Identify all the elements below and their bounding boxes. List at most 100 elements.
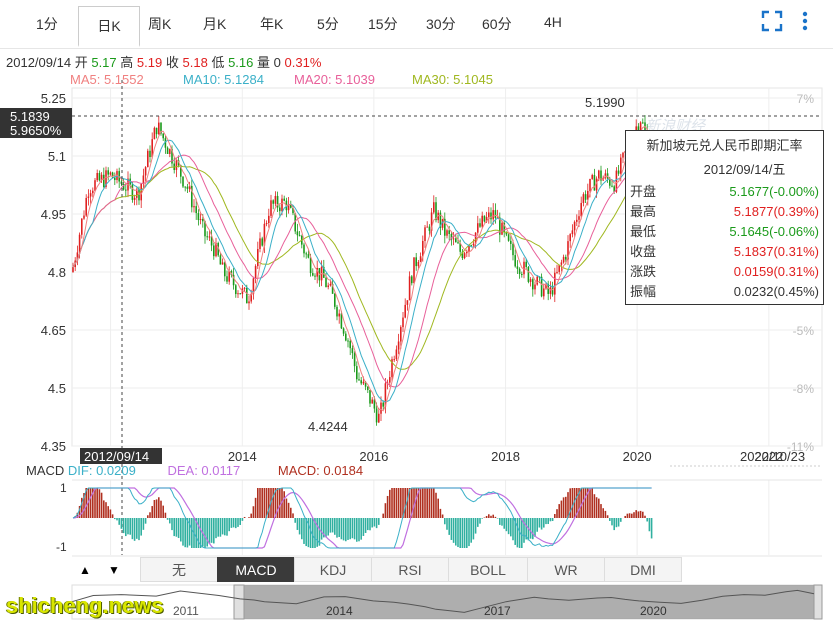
candle-body (446, 230, 448, 236)
more-menu-icon[interactable] (798, 10, 812, 38)
tab-60min[interactable]: 60分 (482, 16, 512, 32)
ma5-legend: MA5: 5.1552 (70, 72, 144, 87)
candle-body (272, 200, 274, 204)
candle-body (254, 266, 257, 279)
time-navigator[interactable]: 2011 2014 2017 2020 (0, 583, 833, 623)
macd-bar (237, 518, 239, 527)
candle-body (111, 172, 114, 178)
macd-bar (125, 518, 127, 537)
macd-bar (217, 518, 219, 537)
candle-body (536, 276, 538, 285)
macd-bar (626, 513, 629, 518)
info-close: 5.18 (182, 55, 208, 70)
candle-body (540, 276, 543, 297)
candle-body (560, 262, 563, 265)
indicator-dmi[interactable]: DMI (604, 557, 682, 582)
macd-bar (499, 518, 501, 525)
macd-bar (195, 518, 197, 548)
macd-bar (567, 492, 569, 518)
navigator-window[interactable] (244, 585, 814, 619)
indicator-rsi[interactable]: RSI (371, 557, 449, 582)
scroll-up-arrow[interactable]: ▲ (79, 563, 91, 577)
candle-body (578, 216, 580, 220)
macd-bar (485, 515, 488, 518)
macd-bar (551, 518, 554, 522)
candle-body (100, 174, 103, 181)
candle-body (243, 287, 246, 289)
macd-bar (252, 506, 255, 518)
indicator-macd[interactable]: MACD (217, 557, 295, 582)
macd-bar (389, 489, 391, 518)
candle-body (620, 157, 622, 174)
candle-body (144, 167, 147, 176)
candle-body (184, 186, 186, 188)
tab-yearly-k[interactable]: 年K (260, 16, 284, 32)
tab-daily-k[interactable]: 日K (78, 6, 140, 47)
macd-bar (367, 518, 369, 531)
macd-bar (433, 488, 435, 518)
tab-1min[interactable]: 1分 (36, 16, 58, 32)
candle-body (598, 170, 600, 179)
indicator-boll[interactable]: BOLL (448, 557, 528, 582)
candle-body (347, 340, 349, 342)
macd-bar (327, 518, 329, 536)
tab-monthly-k[interactable]: 月K (203, 16, 227, 32)
macd-bar (591, 488, 593, 518)
macd-bar (268, 488, 270, 518)
dea-line (72, 487, 652, 549)
macd-bar (479, 518, 481, 524)
candle-body (87, 196, 90, 198)
macd-bar (441, 514, 444, 518)
macd-bar (206, 518, 208, 547)
tab-4h[interactable]: 4H (544, 14, 562, 30)
tab-weekly-k[interactable]: 周K (148, 16, 172, 32)
macd-bar (336, 518, 338, 538)
ma20-legend: MA20: 5.1039 (294, 72, 375, 87)
indicator-none[interactable]: 无 (140, 557, 218, 582)
macd-bar (606, 515, 609, 518)
fullscreen-icon[interactable] (761, 10, 783, 38)
candle-body (329, 283, 332, 286)
candle-body (617, 170, 620, 174)
macd-bar (426, 488, 428, 518)
candle-body (433, 202, 435, 213)
scroll-down-arrow[interactable]: ▼ (108, 563, 120, 577)
macd-bar (422, 488, 424, 518)
macd-bar (624, 515, 626, 518)
candle-body (589, 178, 591, 191)
candle-body (166, 147, 169, 155)
macd-bar (534, 518, 536, 537)
site-watermark: shicheng.news (6, 593, 164, 618)
candle-body (162, 133, 164, 139)
candle-body (336, 306, 338, 317)
tab-15min[interactable]: 15分 (368, 16, 398, 32)
indicator-wr[interactable]: WR (527, 557, 605, 582)
navigator-left-handle[interactable] (233, 584, 245, 620)
navigator-right-handle[interactable] (813, 584, 823, 620)
macd-bar (191, 518, 193, 548)
candle-body (391, 359, 393, 378)
tab-30min[interactable]: 30分 (426, 16, 456, 32)
macd-bar (391, 488, 393, 518)
macd-bar (138, 518, 140, 541)
candle-body (248, 301, 250, 304)
tooltip-date: 2012/09/14/五 (703, 162, 786, 177)
macd-bar (164, 512, 167, 518)
tab-5min[interactable]: 5分 (317, 16, 339, 32)
candle-body (479, 223, 481, 227)
macd-title: MACD (26, 463, 65, 478)
indicator-kdj[interactable]: KDJ (294, 557, 372, 582)
macd-bar (147, 515, 149, 518)
macd-bar (393, 488, 395, 518)
macd-bar (589, 488, 591, 518)
macd-bar (241, 518, 244, 521)
macd-bar (461, 518, 464, 548)
macd-bar (129, 518, 131, 535)
candle-body (499, 217, 501, 235)
candle-body (516, 266, 519, 269)
y-tick-label: 4.95 (41, 207, 66, 222)
macd-bar (133, 518, 136, 541)
macd-bar (556, 509, 558, 518)
candle-body (169, 149, 171, 155)
